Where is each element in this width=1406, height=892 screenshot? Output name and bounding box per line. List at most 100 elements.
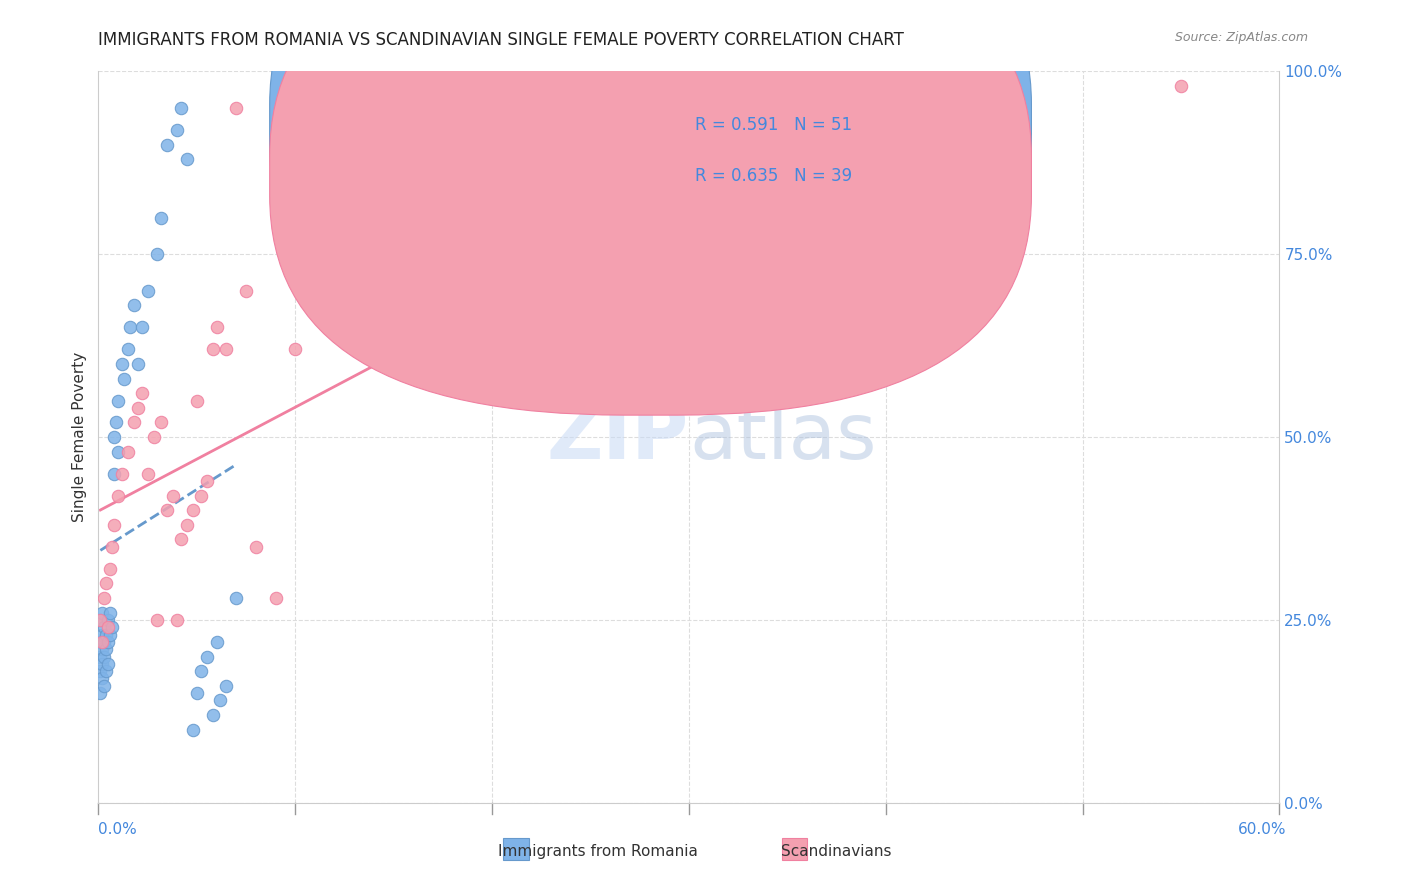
Point [93, 620, 115, 634]
FancyBboxPatch shape [600, 78, 979, 225]
Point [170, 101, 193, 115]
Point [107, 444, 129, 458]
Text: Source: ZipAtlas.com: Source: ZipAtlas.com [1174, 31, 1308, 45]
Point [225, 591, 247, 605]
Bar [503, 838, 529, 860]
Point [146, 247, 169, 261]
Point [122, 416, 145, 430]
Point [89, 635, 111, 649]
Point [127, 357, 149, 371]
Point [245, 540, 267, 554]
Point [103, 517, 125, 532]
Point [170, 533, 193, 547]
Point [150, 211, 173, 225]
Point [96, 576, 118, 591]
Point [89, 613, 111, 627]
Point [101, 620, 124, 634]
Point [97, 613, 120, 627]
Point [96, 627, 118, 641]
Point [111, 357, 134, 371]
Point [176, 152, 198, 166]
Point [382, 298, 405, 312]
Point [97, 657, 120, 671]
Point [101, 540, 124, 554]
Point [166, 123, 188, 137]
Point [209, 693, 232, 707]
Point [186, 686, 208, 700]
Point [146, 613, 169, 627]
Point [284, 343, 307, 357]
Point [195, 474, 218, 488]
Text: IMMIGRANTS FROM ROMANIA VS SCANDINAVIAN SINGLE FEMALE POVERTY CORRELATION CHART: IMMIGRANTS FROM ROMANIA VS SCANDINAVIAN … [98, 31, 904, 49]
Point [166, 613, 188, 627]
Point [195, 649, 218, 664]
Point [112, 371, 135, 385]
Point [205, 320, 228, 334]
Point [117, 343, 139, 357]
Point [215, 679, 238, 693]
Bar [782, 838, 807, 860]
Point [91, 672, 114, 686]
Point [93, 635, 115, 649]
Point [98, 627, 121, 641]
Point [118, 320, 141, 334]
Point [156, 137, 179, 152]
Point [96, 664, 118, 678]
Point [91, 642, 114, 657]
Text: R = 0.635   N = 39: R = 0.635 N = 39 [695, 167, 852, 185]
Point [1170, 78, 1192, 93]
Point [235, 284, 257, 298]
Point [91, 627, 114, 641]
Point [89, 686, 111, 700]
Point [136, 284, 159, 298]
Point [136, 467, 159, 481]
Point [89, 649, 111, 664]
Point [97, 620, 120, 634]
FancyBboxPatch shape [270, 0, 1032, 364]
Point [107, 393, 129, 408]
Point [93, 591, 115, 605]
Point [96, 642, 118, 657]
Point [98, 562, 121, 576]
Point [142, 430, 165, 444]
Point [103, 467, 125, 481]
Point [93, 649, 115, 664]
Text: atlas: atlas [689, 399, 876, 475]
Text: R = 0.591   N = 51: R = 0.591 N = 51 [695, 116, 852, 134]
FancyBboxPatch shape [270, 0, 1032, 415]
Point [150, 416, 173, 430]
Point [205, 635, 228, 649]
Point [181, 503, 204, 517]
Y-axis label: Single Female Poverty: Single Female Poverty [72, 352, 87, 522]
Point [93, 679, 115, 693]
Point [201, 708, 224, 723]
Point [481, 94, 503, 108]
Text: 0.0%: 0.0% [98, 822, 138, 837]
Point [91, 606, 114, 620]
Text: Scandinavians: Scandinavians [782, 845, 891, 859]
Point [111, 467, 134, 481]
Point [176, 517, 198, 532]
Point [186, 393, 208, 408]
Point [190, 664, 212, 678]
Point [117, 444, 139, 458]
Point [323, 269, 346, 284]
Point [89, 664, 111, 678]
Text: Immigrants from Romania: Immigrants from Romania [498, 845, 697, 859]
Text: ZIP: ZIP [547, 399, 689, 475]
Point [107, 489, 129, 503]
Point [98, 606, 121, 620]
Point [127, 401, 149, 415]
Point [181, 723, 204, 737]
Point [97, 635, 120, 649]
Point [156, 503, 179, 517]
Point [162, 489, 184, 503]
Point [105, 416, 128, 430]
Point [225, 101, 247, 115]
Point [131, 386, 153, 401]
Text: 60.0%: 60.0% [1239, 822, 1286, 837]
Point [91, 635, 114, 649]
Point [264, 591, 287, 605]
Point [91, 657, 114, 671]
Point [89, 613, 111, 627]
